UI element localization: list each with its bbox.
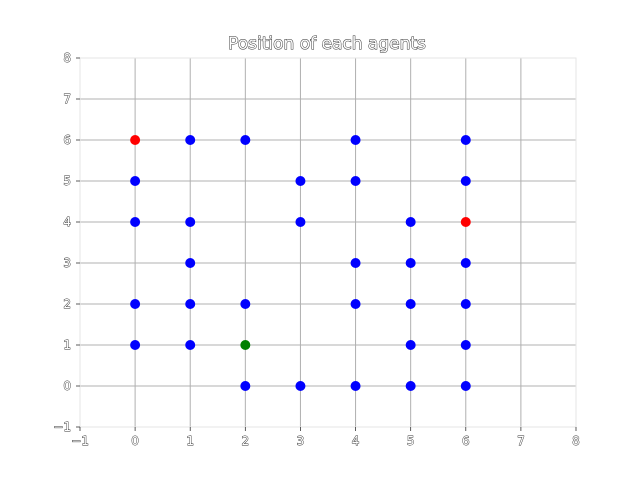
data-point: [130, 135, 141, 145]
data-point: [460, 340, 471, 350]
y-tick-label: 6: [63, 133, 71, 147]
x-tick-label: −1: [71, 434, 89, 448]
x-tick-label: 8: [572, 434, 580, 448]
data-point: [460, 299, 471, 309]
data-point: [405, 299, 416, 309]
x-tick-label: 5: [407, 434, 415, 448]
data-point: [405, 217, 416, 227]
y-tick-label: 3: [63, 256, 71, 270]
data-point: [350, 258, 361, 268]
data-points: [130, 135, 471, 391]
data-point: [130, 217, 141, 227]
data-point: [460, 258, 471, 268]
data-point: [405, 258, 416, 268]
data-point: [350, 381, 361, 391]
y-tick-label: 0: [63, 379, 71, 393]
y-axis-ticks: −1 0 1 2 3 4 5 6 7 8: [53, 51, 80, 434]
y-tick-label: 4: [63, 215, 71, 229]
y-tick-label: 2: [63, 297, 71, 311]
data-point: [460, 135, 471, 145]
x-tick-label: 7: [517, 434, 525, 448]
data-point: [295, 381, 306, 391]
data-point: [295, 176, 306, 186]
plot-frame: [79, 57, 577, 428]
data-point: [130, 176, 141, 186]
data-point: [240, 381, 251, 391]
y-tick-label: 7: [63, 92, 71, 106]
x-tick-label: 0: [131, 434, 139, 448]
x-tick-label: 3: [297, 434, 305, 448]
data-point: [350, 299, 361, 309]
data-point: [185, 217, 196, 227]
x-tick-label: 1: [186, 434, 194, 448]
data-point: [405, 381, 416, 391]
data-point: [240, 135, 251, 145]
data-point: [295, 217, 306, 227]
data-point: [130, 340, 141, 350]
y-tick-label: 1: [63, 338, 71, 352]
data-point: [350, 135, 361, 145]
data-point: [460, 217, 471, 227]
data-point: [405, 340, 416, 350]
data-point: [460, 381, 471, 391]
data-point: [185, 299, 196, 309]
chart-title: Position of each agents: [228, 34, 426, 54]
x-tick-label: 4: [352, 434, 360, 448]
data-point: [350, 176, 361, 186]
y-tick-label: 5: [63, 174, 71, 188]
y-tick-label: −1: [53, 420, 71, 434]
x-tick-label: 2: [242, 434, 250, 448]
y-tick-label: 8: [63, 51, 71, 65]
data-point: [185, 258, 196, 268]
data-point: [185, 340, 196, 350]
grid-lines: [80, 58, 576, 427]
data-point: [460, 176, 471, 186]
data-point: [240, 340, 251, 350]
data-point: [240, 299, 251, 309]
data-point: [185, 135, 196, 145]
x-axis-ticks: −1 0 1 2 3 4 5 6 7 8: [71, 427, 580, 448]
data-point: [130, 299, 141, 309]
x-tick-label: 6: [462, 434, 470, 448]
